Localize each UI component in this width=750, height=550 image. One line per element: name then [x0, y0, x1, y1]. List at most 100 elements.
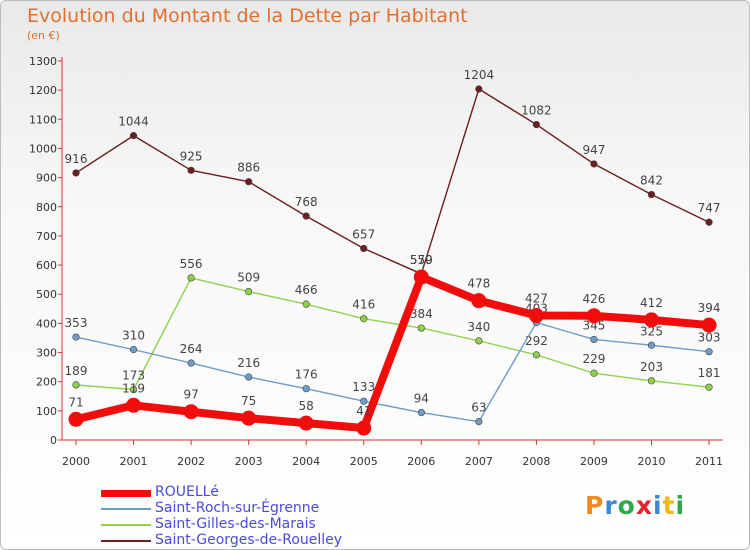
- data-point: [644, 312, 659, 328]
- y-tick-label: 1000: [29, 142, 57, 155]
- data-point: [417, 408, 425, 417]
- data-point: [129, 346, 138, 354]
- data-point: [471, 293, 487, 309]
- data-point: [705, 348, 713, 356]
- data-label: 216: [237, 356, 260, 370]
- x-tick-label: 2008: [522, 455, 550, 468]
- data-point: [528, 308, 544, 324]
- x-tick-label: 2006: [407, 455, 435, 468]
- x-tick-label: 2007: [465, 455, 493, 468]
- data-label: 570: [410, 253, 433, 267]
- data-point: [590, 335, 598, 344]
- legend-swatch: [101, 490, 151, 497]
- data-point: [245, 288, 253, 296]
- data-point: [298, 415, 314, 431]
- x-tick-label: 2011: [695, 455, 723, 468]
- data-point: [475, 85, 483, 93]
- data-point: [129, 132, 138, 140]
- data-label: 292: [525, 334, 548, 348]
- data-point: [360, 315, 368, 323]
- data-label: 303: [698, 331, 721, 345]
- legend-label: ROUELLé: [155, 484, 219, 500]
- data-label: 97: [183, 388, 198, 402]
- data-point: [187, 359, 195, 367]
- data-label: 1044: [118, 115, 149, 129]
- data-label: 925: [180, 149, 203, 163]
- data-point: [126, 397, 142, 413]
- data-point: [187, 274, 195, 282]
- y-tick-label: 600: [36, 259, 57, 272]
- data-point: [302, 385, 310, 393]
- data-point: [590, 369, 598, 377]
- data-label: 916: [65, 152, 88, 166]
- data-label: 229: [582, 352, 605, 366]
- data-point: [586, 308, 602, 324]
- data-label: 176: [295, 368, 318, 382]
- y-tick-label: 500: [36, 288, 57, 301]
- x-tick-label: 2009: [580, 455, 608, 468]
- data-point: [705, 218, 713, 226]
- data-point: [187, 166, 195, 174]
- data-point: [68, 411, 84, 427]
- data-label: 384: [410, 307, 433, 321]
- data-point: [241, 410, 257, 426]
- legend-label: Saint-Roch-sur-Égrenne: [155, 500, 320, 516]
- legend-swatch: [101, 540, 151, 542]
- data-label: 1082: [521, 104, 552, 118]
- x-tick-label: 2005: [350, 455, 378, 468]
- data-label: 478: [467, 277, 490, 291]
- data-point: [475, 418, 483, 426]
- data-label: 412: [640, 296, 663, 310]
- data-label: 657: [352, 227, 375, 241]
- y-tick-label: 1100: [29, 113, 57, 126]
- data-point: [590, 160, 598, 168]
- x-tick-label: 2004: [292, 455, 320, 468]
- data-point: [417, 324, 425, 332]
- data-point: [532, 351, 541, 359]
- data-label: 189: [65, 364, 88, 378]
- data-point: [356, 420, 372, 436]
- data-label: 426: [582, 292, 605, 306]
- y-tick-label: 700: [36, 230, 57, 243]
- data-label: 325: [640, 324, 663, 338]
- y-tick-label: 1200: [29, 84, 57, 97]
- series-line: [75, 321, 710, 423]
- data-label: 71: [68, 395, 83, 409]
- data-point: [475, 337, 483, 345]
- data-label: 264: [180, 342, 203, 356]
- data-label: 556: [180, 257, 203, 271]
- data-label: 94: [414, 392, 429, 406]
- data-label: 75: [241, 394, 256, 408]
- x-tick-label: 2003: [235, 455, 263, 468]
- data-label: 353: [65, 316, 88, 330]
- data-point: [360, 397, 368, 405]
- chart-title: Evolution du Montant de la Dette par Hab…: [27, 5, 468, 27]
- data-label: 119: [122, 381, 145, 395]
- data-point: [647, 190, 656, 199]
- data-point: [532, 120, 541, 129]
- data-label: 842: [640, 174, 663, 188]
- data-label: 340: [467, 320, 490, 334]
- data-point: [72, 169, 80, 177]
- data-point: [129, 385, 138, 394]
- data-label: 559: [410, 253, 433, 267]
- data-label: 133: [352, 380, 375, 394]
- data-point: [413, 269, 429, 285]
- data-label: 310: [122, 329, 145, 343]
- data-point: [701, 317, 717, 333]
- data-label: 41: [356, 404, 371, 418]
- data-point: [705, 383, 713, 391]
- proxiti-logo: Proxiti: [585, 491, 686, 520]
- x-tick-label: 2001: [120, 455, 148, 468]
- data-label: 394: [698, 301, 721, 315]
- series-line: [72, 273, 714, 433]
- data-point: [647, 341, 656, 349]
- data-label: 173: [122, 369, 145, 383]
- y-tick-label: 1300: [29, 55, 57, 68]
- data-label: 886: [237, 161, 260, 175]
- y-tick-label: 400: [36, 317, 57, 330]
- y-tick-label: 300: [36, 347, 57, 360]
- data-point: [647, 377, 656, 385]
- data-label: 1204: [464, 68, 495, 82]
